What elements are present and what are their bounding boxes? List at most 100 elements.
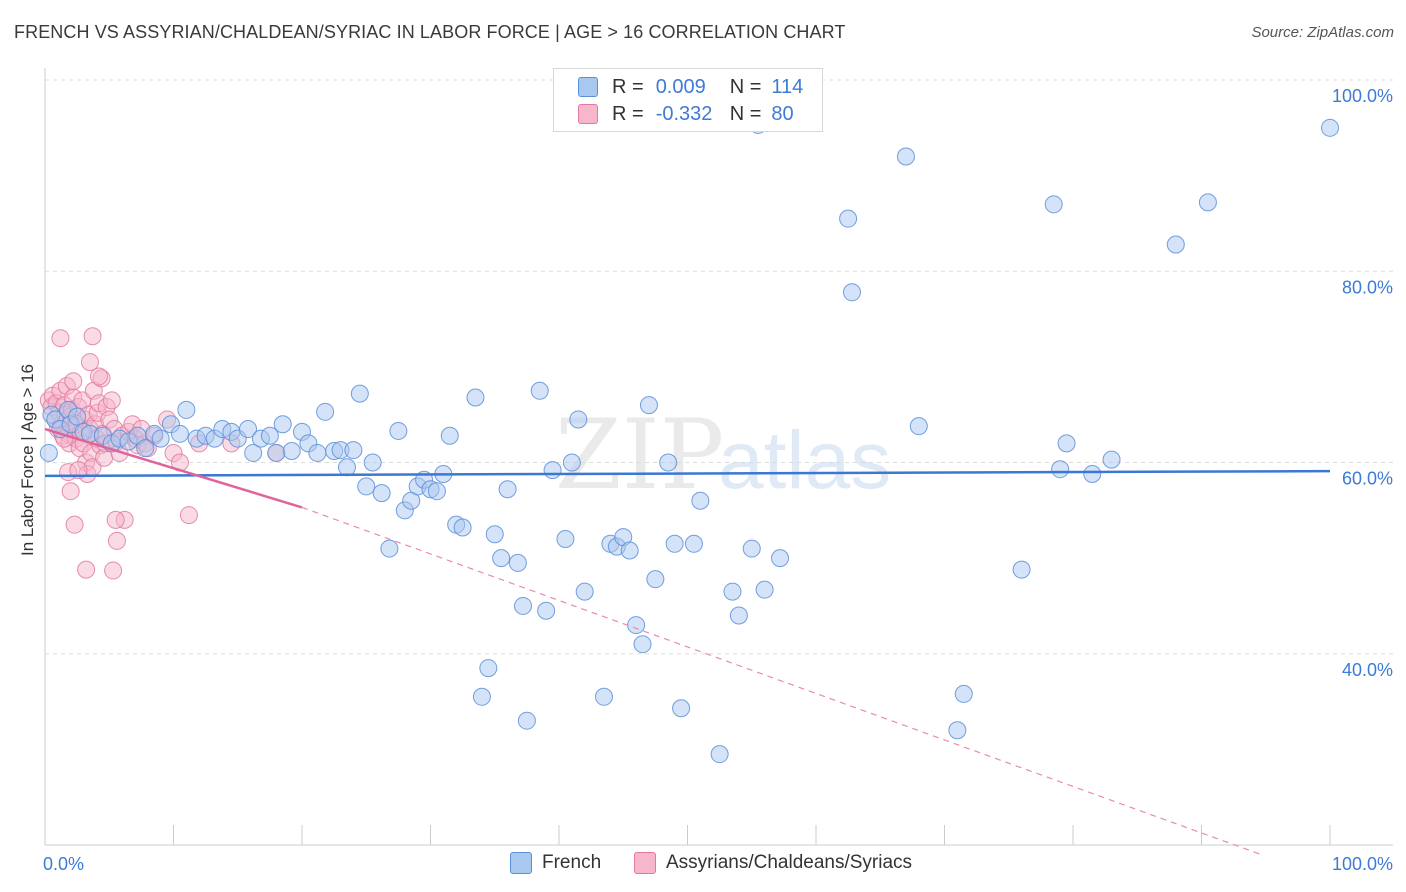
series-swatch-french [510,852,532,874]
point-french-41 [350,384,369,403]
point-assyrian-45 [102,391,121,410]
point-french-89 [729,606,748,625]
point-french-86 [691,491,710,510]
point-french-64 [514,596,533,615]
point-french-81 [646,570,665,589]
point-french-108 [1321,118,1339,137]
point-french-44 [372,484,391,503]
point-french-65 [517,711,536,730]
point-french-27 [244,443,263,462]
point-french-57 [466,388,485,407]
series-legend-french[interactable]: French [510,852,601,874]
y-tick-label-2: 80.0% [1342,277,1393,297]
point-french-42 [357,477,376,496]
source-label: Source: ZipAtlas.com [1251,24,1394,41]
point-french-30 [267,443,286,462]
trend-lines [44,427,1331,855]
y-axis-label: In Labor Force | Age > 16 [18,363,37,557]
point-french-97 [909,417,928,436]
point-french-63 [508,553,527,572]
point-french-82 [659,453,678,472]
point-french-14 [136,439,155,458]
point-french-40 [344,441,363,460]
point-french-62 [498,480,517,499]
point-french-100 [1012,560,1031,579]
point-assyrian-67 [83,327,102,346]
point-french-79 [633,635,652,654]
legend-n-value-french: 114 [771,75,804,98]
point-assyrian-66 [51,329,70,348]
trend-extension-assyrian [301,506,1261,855]
point-french-29 [260,426,279,445]
point-french-58 [479,659,498,678]
point-french-70 [562,453,581,472]
series-label-assyrian: Assyrians/Chaldeans/Syriacs [666,852,913,873]
point-french-36 [316,402,335,421]
point-french-19 [177,400,196,419]
point-french-106 [1166,235,1185,254]
point-french-101 [1044,195,1063,214]
x-tick-label-0: 0.0% [43,854,84,874]
point-french-60 [485,525,504,544]
point-french-31 [273,415,292,434]
chart-title: FRENCH VS ASSYRIAN/CHALDEAN/SYRIAC IN LA… [14,22,846,42]
series-legend: French Assyrians/Chaldeans/Syriacs [0,852,1406,878]
point-french-90 [742,539,761,558]
point-french-107 [1198,193,1217,212]
legend-row-french: R = 0.009 N = 114 [578,75,803,99]
point-french-94 [839,209,858,228]
watermark-atlas: atlas [718,415,891,506]
point-french-43 [363,453,382,472]
y-tick-label-1: 60.0% [1342,469,1393,489]
gridlines [45,79,1393,655]
point-assyrian-71 [65,515,84,534]
point-assyrian-62 [179,506,198,525]
point-french-69 [556,530,575,548]
point-french-92 [771,549,790,568]
point-french-95 [842,283,861,302]
point-assyrian-73 [106,510,125,529]
point-french-78 [627,616,646,635]
point-french-39 [337,458,356,477]
point-french-68 [543,461,562,480]
point-french-54 [440,426,459,445]
point-french-105 [1102,450,1121,469]
stats-legend: R = 0.009 N = 114 R = -0.332 N = 80 [553,68,823,132]
point-assyrian-70 [61,482,80,501]
point-assyrian-72 [77,560,96,579]
point-french-102 [1051,460,1070,479]
point-assyrian-74 [104,561,123,580]
trend-line-assyrian [44,427,303,509]
point-french-56 [453,518,472,537]
point-french-104 [1083,464,1102,483]
legend-n-label: N = [729,75,762,98]
legend-r-value-french: 0.009 [655,75,706,98]
point-french-80 [639,396,658,415]
legend-n-label: N = [729,102,762,125]
legend-r-value-assyrian: -0.332 [655,102,713,125]
point-french-35 [308,443,327,462]
legend-row-assyrian: R = -0.332 N = 80 [578,102,794,126]
point-assyrian-75 [107,531,126,550]
point-assyrian-68 [80,353,99,372]
point-french-83 [665,534,684,553]
y-tick-label-3: 100.0% [1332,86,1393,106]
legend-r-label: R = [612,75,644,98]
legend-r-label: R = [612,102,644,125]
point-assyrian-69 [89,367,108,386]
series-legend-assyrian[interactable]: Assyrians/Chaldeans/Syriacs [634,852,912,874]
series-label-french: French [542,852,602,873]
point-french-96 [896,147,915,166]
point-french-16 [151,429,170,448]
point-french-18 [170,424,189,443]
point-french-98 [954,684,973,703]
point-french-71 [569,410,588,429]
x-tick-label-1: 100.0% [1332,854,1393,874]
point-french-103 [1057,434,1076,453]
point-french-32 [282,442,301,461]
point-french-59 [472,687,491,706]
point-assyrian-77 [69,461,88,480]
point-french-99 [948,721,967,740]
legend-swatch-assyrian [578,104,598,124]
